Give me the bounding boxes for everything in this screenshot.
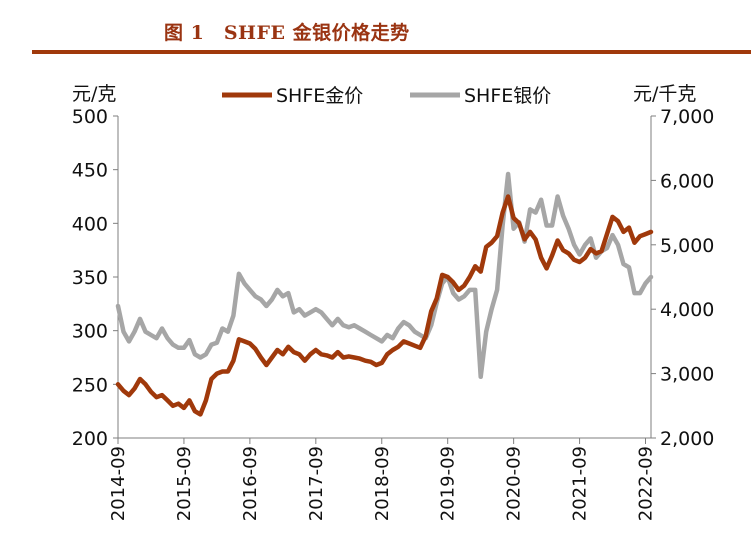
figure-title-text: 图 1 SHFE 金银价格走势 <box>164 22 410 44</box>
chart-series <box>115 171 654 417</box>
x-tick-label: 2015-09 <box>174 446 195 521</box>
x-tick-label: 2018-09 <box>372 446 393 521</box>
left-y-tick-label: 250 <box>72 374 108 396</box>
figure-title: 图 1 SHFE 金银价格走势 <box>0 14 751 48</box>
gold-price-line <box>115 194 654 417</box>
right-unit-label: 元/千克 <box>633 83 696 105</box>
left-y-tick-label: 500 <box>72 106 108 128</box>
silver-price-line <box>115 171 654 380</box>
right-y-tick-label: 4,000 <box>660 299 714 321</box>
x-tick-label: 2014-09 <box>108 446 129 521</box>
x-tick-label: 2016-09 <box>240 446 261 521</box>
right-y-tick-label: 7,000 <box>660 106 714 128</box>
x-tick-label: 2019-09 <box>438 446 459 521</box>
right-y-tick-label: 3,000 <box>660 364 714 386</box>
right-y-tick-label: 2,000 <box>660 428 714 450</box>
right-y-tick-label: 6,000 <box>660 170 714 192</box>
title-rule <box>32 50 751 54</box>
chart-axes: 200 250 300 350 400 450 500 2,000 3,000 4,000 5,00… <box>72 83 715 521</box>
legend-gold-label: SHFE金价 <box>276 85 363 107</box>
left-y-tick-label: 350 <box>72 267 108 289</box>
x-tick-label: 2022-09 <box>636 446 657 521</box>
x-tick-label: 2017-09 <box>306 446 327 521</box>
left-y-tick-label: 400 <box>72 213 108 235</box>
x-tick-label: 2021-09 <box>570 446 591 521</box>
left-y-tick-label: 300 <box>72 321 108 343</box>
legend-silver-label: SHFE银价 <box>464 85 551 107</box>
chart-legend: SHFE金价 SHFE银价 <box>222 85 551 107</box>
x-tick-label: 2020-09 <box>504 446 525 521</box>
left-y-tick-label: 450 <box>72 160 108 182</box>
left-unit-label: 元/克 <box>72 83 116 105</box>
left-y-tick-label: 200 <box>72 428 108 450</box>
right-y-tick-label: 5,000 <box>660 235 714 257</box>
